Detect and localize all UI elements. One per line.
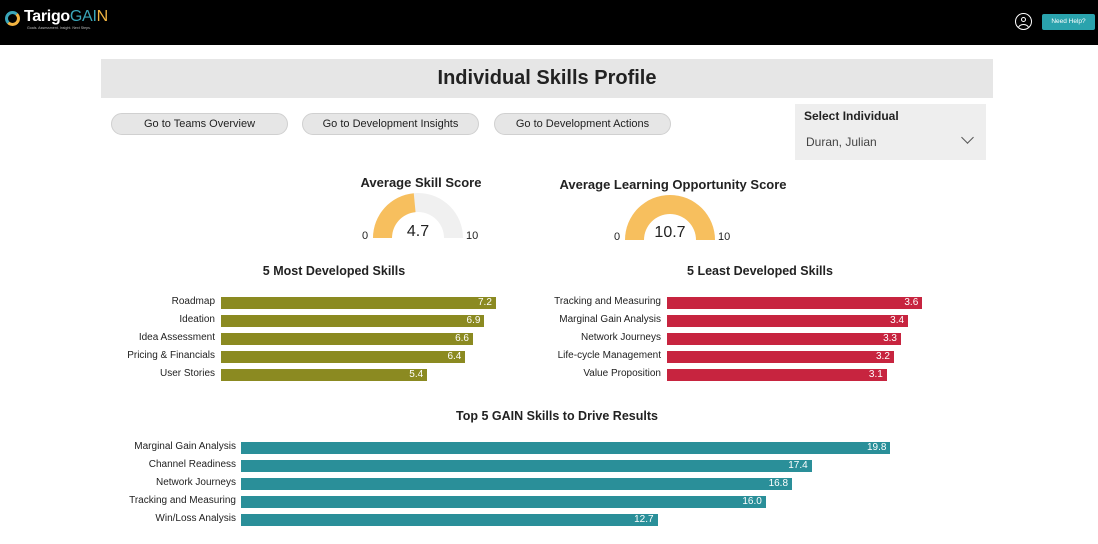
gain-skills-bar[interactable] <box>241 478 793 490</box>
select-individual[interactable]: Select Individual Duran, Julian <box>795 104 986 160</box>
most-developed-bar[interactable] <box>221 297 496 309</box>
top-bar: TarigoGAIN Goals. Assessment. Insight. N… <box>0 0 1098 45</box>
gauge-fill <box>625 194 715 240</box>
development-actions-button[interactable]: Go to Development Actions <box>494 113 671 135</box>
gauge-min-label: 0 <box>362 230 369 242</box>
logo-icon <box>5 11 20 26</box>
most-developed-bar[interactable] <box>221 369 428 381</box>
gain-skills-bar-value: 17.4 <box>788 460 808 471</box>
need-help-button[interactable]: Need Help? <box>1042 14 1095 30</box>
least-developed-bar-label: Network Journeys <box>580 332 661 343</box>
page-header: Individual Skills Profile <box>101 59 993 98</box>
most-developed-bar-label: Roadmap <box>171 296 215 307</box>
logo-text: TarigoGAIN <box>24 8 108 25</box>
gain-skills-title: Top 5 GAIN Skills to Drive Results <box>456 409 658 423</box>
gain-skills-bar-value: 16.0 <box>742 496 762 507</box>
least-developed-bar-value: 3.4 <box>890 315 905 326</box>
gauge-value-avg-skill: 4.7 <box>406 223 430 240</box>
least-developed-bar[interactable] <box>667 297 923 309</box>
least-developed-bar[interactable] <box>667 351 894 363</box>
least-developed-title: 5 Least Developed Skills <box>687 264 833 278</box>
least-developed-bar-label: Life-cycle Management <box>557 350 661 361</box>
gain-skills-bar-label: Marginal Gain Analysis <box>134 441 236 452</box>
gauge-title-avg-skill: Average Skill Score <box>360 175 482 190</box>
least-developed-bar[interactable] <box>667 369 887 381</box>
most-developed-bar[interactable] <box>221 333 473 345</box>
select-individual-value[interactable]: Duran, Julian <box>806 135 877 149</box>
chevron-down-icon[interactable] <box>961 131 974 144</box>
most-developed-bar-label: Ideation <box>179 314 215 325</box>
avg-skill-score-gauge <box>373 193 463 238</box>
least-developed-bar-label: Tracking and Measuring <box>554 296 661 307</box>
most-developed-bar-value: 7.2 <box>478 297 492 308</box>
gain-skills-bar[interactable] <box>241 514 658 526</box>
gauge-title-avg-learning: Average Learning Opportunity Score <box>559 177 787 192</box>
gain-skills-bar-label: Channel Readiness <box>148 459 236 470</box>
gain-skills-bar-label: Tracking and Measuring <box>129 495 236 506</box>
gain-skills-bar[interactable] <box>241 496 766 508</box>
gauge-max-label: 10 <box>718 231 731 243</box>
select-individual-label: Select Individual <box>804 109 899 123</box>
least-developed-bar-value: 3.1 <box>868 369 883 380</box>
teams-overview-button[interactable]: Go to Teams Overview <box>111 113 288 135</box>
page-title: Individual Skills Profile <box>437 67 657 89</box>
gauge-max-label: 10 <box>466 230 479 242</box>
most-developed-bar-label: User Stories <box>159 368 215 379</box>
least-developed-bar[interactable] <box>667 333 901 345</box>
most-developed-title: 5 Most Developed Skills <box>262 264 406 278</box>
gain-skills-bar-label: Win/Loss Analysis <box>155 513 236 524</box>
gain-skills-bar-value: 19.8 <box>866 442 887 453</box>
gain-skills-bar[interactable] <box>241 460 812 472</box>
most-developed-bar-value: 6.4 <box>447 351 462 362</box>
most-developed-bar-value: 6.9 <box>466 315 481 326</box>
gain-skills-bar-value: 12.7 <box>634 514 654 525</box>
most-developed-bar[interactable] <box>221 315 485 327</box>
most-developed-bar-value: 5.4 <box>409 369 424 380</box>
most-developed-bar-label: Idea Assessment <box>138 332 215 343</box>
gain-skills-bar[interactable] <box>241 442 891 454</box>
user-account-icon[interactable] <box>1015 13 1032 30</box>
least-developed-bar-label: Marginal Gain Analysis <box>559 314 661 325</box>
most-developed-bar-value: 6.6 <box>455 333 469 344</box>
gauge-fill <box>373 193 416 238</box>
least-developed-bar[interactable] <box>667 315 909 327</box>
gauge-value-avg-learning: 10.7 <box>654 224 686 241</box>
gain-skills-bar-value: 16.8 <box>768 478 789 489</box>
most-developed-bar[interactable] <box>221 351 466 363</box>
gain-skills-bar-label: Network Journeys <box>155 477 236 488</box>
least-developed-bar-value: 3.2 <box>876 351 890 362</box>
least-developed-bar-label: Value Proposition <box>583 368 661 379</box>
logo-tagline: Goals. Assessment. Insight. Next Steps. <box>27 26 91 30</box>
least-developed-bar-value: 3.6 <box>904 297 919 308</box>
development-insights-button[interactable]: Go to Development Insights <box>302 113 479 135</box>
least-developed-bar-value: 3.3 <box>883 333 897 344</box>
most-developed-bar-label: Pricing & Financials <box>127 350 215 361</box>
avg-learning-opportunity-gauge <box>625 194 715 240</box>
gauge-min-label: 0 <box>614 231 621 243</box>
